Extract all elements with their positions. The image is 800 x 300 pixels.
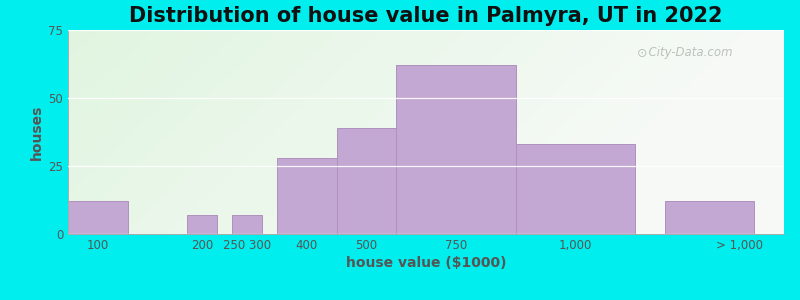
- Bar: [232, 215, 262, 234]
- Bar: [665, 201, 754, 234]
- Text: ⊙: ⊙: [638, 47, 648, 60]
- Y-axis label: houses: houses: [30, 104, 44, 160]
- Bar: [337, 128, 396, 234]
- Bar: [515, 144, 635, 234]
- Bar: [68, 201, 128, 234]
- Title: Distribution of house value in Palmyra, UT in 2022: Distribution of house value in Palmyra, …: [130, 6, 722, 26]
- Text: City-Data.com: City-Data.com: [641, 46, 733, 59]
- X-axis label: house value ($1000): house value ($1000): [346, 256, 506, 270]
- Bar: [396, 65, 515, 234]
- Bar: [277, 158, 337, 234]
- Bar: [187, 215, 217, 234]
